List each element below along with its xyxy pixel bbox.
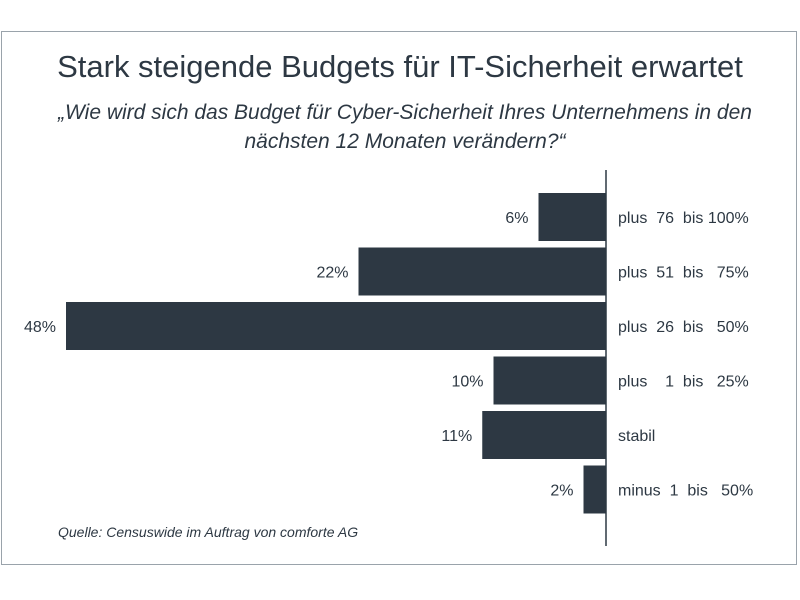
category-label: plus 76 bis 100% <box>618 210 749 227</box>
data-label: 2% <box>550 483 573 500</box>
category-label: plus 26 bis 50% <box>618 319 749 336</box>
data-label: 6% <box>505 210 528 227</box>
bar <box>66 302 606 350</box>
bar <box>358 247 606 296</box>
bar <box>493 356 606 405</box>
data-label: 10% <box>451 374 483 391</box>
bar <box>583 465 606 514</box>
chart-title: Stark steigende Budgets für IT-Sicherhei… <box>57 49 743 84</box>
category-label: stabil <box>618 428 655 445</box>
source-note: Quelle: Censuswide im Auftrag von comfor… <box>58 524 359 540</box>
bar <box>482 411 606 459</box>
data-label: 48% <box>24 319 56 336</box>
chart-subtitle: „Wie wird sich das Budget für Cyber-Sich… <box>58 101 752 153</box>
category-label: plus 51 bis 75% <box>618 265 749 282</box>
category-label: plus 1 bis 25% <box>618 374 749 391</box>
data-label: 11% <box>441 428 472 445</box>
category-label: minus 1 bis 50% <box>618 483 753 500</box>
data-label: 22% <box>316 265 348 282</box>
bar <box>538 193 606 241</box>
chart-frame <box>1 31 797 565</box>
